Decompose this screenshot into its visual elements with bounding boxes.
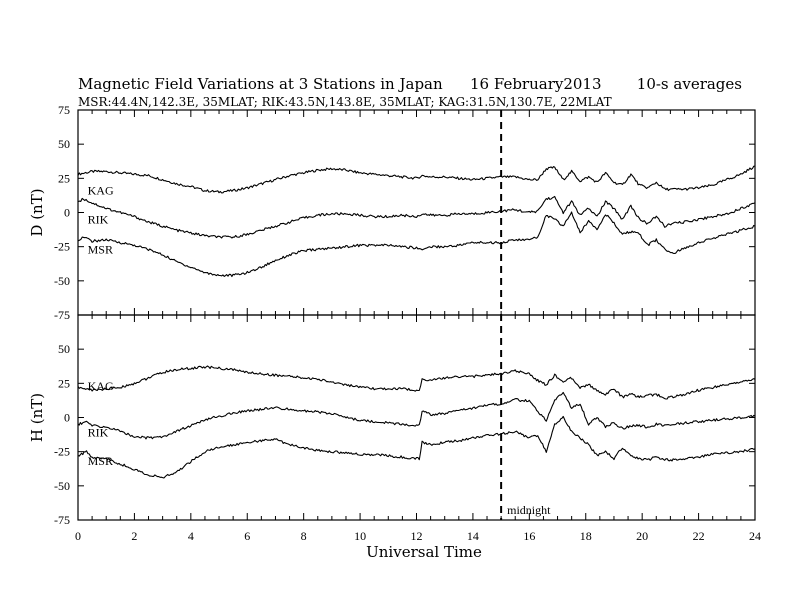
y-tick-label: -75 xyxy=(54,308,70,322)
panel-1: -75 -50 -25 0 25 50 75 D (nT) KAG RIK MSR xyxy=(28,103,756,322)
x-tick-label: 4 xyxy=(188,529,194,543)
x-tick-label: 14 xyxy=(467,529,479,543)
x-tick-label: 16 xyxy=(523,529,535,543)
y-tick-label: 25 xyxy=(58,171,70,185)
series-label-kag: KAG xyxy=(88,184,114,198)
series-line-msr xyxy=(77,415,756,479)
series-label-kag: KAG xyxy=(88,379,114,393)
y-tick-label: -25 xyxy=(54,240,70,254)
panel-frame xyxy=(77,109,756,316)
series-line-rik xyxy=(77,195,756,239)
chart-subtitle: MSR:44.4N,142.3E, 35MLAT; RIK:43.5N,143.… xyxy=(78,95,612,109)
x-tick-label: 10 xyxy=(354,529,366,543)
x-tick-label: 6 xyxy=(244,529,250,543)
y-tick-label: -50 xyxy=(54,274,70,288)
chart-date: 16 February2013 xyxy=(470,75,602,93)
chart-title: Magnetic Field Variations at 3 Stations … xyxy=(78,75,443,93)
chart-averaging: 10-s averages xyxy=(637,75,742,93)
x-tick-label: 18 xyxy=(580,529,592,543)
y-tick-label: 0 xyxy=(64,411,70,425)
y-axis-label: H (nT) xyxy=(28,393,46,442)
y-tick-label: -75 xyxy=(54,513,70,527)
y-tick-label: -50 xyxy=(54,479,70,493)
series-line-kag xyxy=(77,365,756,400)
series-line-kag xyxy=(77,165,756,194)
plot-layer: -75 -50 -25 0 25 50 75 D (nT) KAG RIK MSR -75 -50 -25… xyxy=(28,103,761,543)
y-tick-label: 50 xyxy=(58,137,70,151)
series-line-msr xyxy=(77,211,756,278)
panel-2: -75 -50 -25 0 25 50 H (nT) KAG RIK MSR xyxy=(28,314,756,527)
x-tick-label: 2 xyxy=(131,529,137,543)
series-label-rik: RIK xyxy=(88,212,109,226)
x-tick-label: 8 xyxy=(301,529,307,543)
y-tick-label: -25 xyxy=(54,445,70,459)
y-tick-label: 75 xyxy=(58,103,70,117)
midnight-marker-label: midnight xyxy=(507,503,551,517)
y-axis-label: D (nT) xyxy=(28,188,46,236)
x-axis-label: Universal Time xyxy=(366,543,482,561)
panel-frame xyxy=(77,314,756,521)
y-tick-label: 0 xyxy=(64,206,70,220)
series-label-msr: MSR xyxy=(88,454,113,468)
series-label-msr: MSR xyxy=(88,242,113,256)
series-line-rik xyxy=(77,391,756,440)
series-label-rik: RIK xyxy=(88,426,109,440)
y-tick-label: 25 xyxy=(58,376,70,390)
x-tick-label: 20 xyxy=(636,529,648,543)
x-tick-label: 24 xyxy=(749,529,761,543)
x-tick-label: 0 xyxy=(75,529,81,543)
x-tick-label: 22 xyxy=(693,529,705,543)
y-tick-label: 50 xyxy=(58,342,70,356)
x-tick-label: 12 xyxy=(411,529,423,543)
